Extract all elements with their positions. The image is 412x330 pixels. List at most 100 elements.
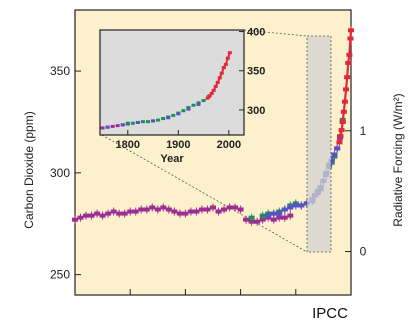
inset-point	[205, 96, 210, 100]
inset-point	[221, 66, 226, 70]
main-point	[204, 207, 211, 212]
main-point	[160, 205, 167, 210]
inset-point	[217, 76, 222, 80]
main-point	[348, 28, 354, 33]
main-y-tick-label: 250	[50, 268, 70, 282]
main-point	[182, 211, 189, 216]
main-point	[328, 158, 335, 163]
inset-point	[225, 56, 230, 60]
inset-x-tick-label: 1800	[116, 139, 140, 151]
main-point	[165, 207, 172, 212]
inset-point	[166, 116, 171, 120]
main-point	[138, 207, 145, 212]
main-point	[149, 205, 156, 210]
main-point	[281, 215, 288, 220]
main-point	[127, 209, 134, 214]
main-point	[339, 119, 346, 124]
main-point	[77, 215, 84, 220]
main-point	[331, 152, 338, 157]
inset-point	[125, 121, 130, 125]
main-point	[336, 140, 343, 145]
inset-point	[115, 124, 120, 128]
main-point	[83, 213, 90, 218]
zoom-region-box	[306, 35, 332, 253]
main-point	[221, 207, 228, 212]
main-point	[254, 219, 261, 224]
main-point	[341, 99, 348, 104]
main-point	[276, 211, 283, 216]
inset-point	[191, 103, 196, 107]
main-point	[281, 207, 288, 212]
inset-point	[105, 125, 110, 129]
main-point	[232, 205, 239, 210]
inset-y-tick-label: 400	[247, 27, 265, 39]
inset-point	[196, 102, 201, 106]
main-y-axis-title: Carbon Dioxide (ppm)	[22, 111, 36, 228]
inset-point	[176, 112, 181, 116]
inset-point	[215, 81, 220, 84]
inset-point	[186, 107, 191, 111]
inset-point	[100, 126, 105, 130]
main-point	[292, 203, 299, 208]
main-y2-tick-label: 0	[360, 245, 367, 259]
main-point	[344, 75, 351, 80]
main-point	[287, 213, 294, 218]
main-point	[248, 215, 255, 220]
main-point	[94, 211, 101, 216]
main-point	[259, 213, 266, 218]
main-point	[334, 146, 341, 151]
inset-x-tick-label: 2000	[217, 139, 241, 151]
inset-point	[130, 121, 135, 125]
inset-point	[213, 84, 218, 88]
inset-point	[110, 124, 115, 128]
inset-point	[135, 120, 140, 124]
inset-point	[207, 94, 212, 98]
inset-point	[211, 88, 216, 92]
main-point	[72, 217, 78, 222]
main-point	[237, 207, 244, 212]
main-point	[337, 134, 344, 139]
main-point	[248, 219, 255, 224]
main-point	[132, 209, 139, 214]
main-point	[298, 203, 305, 208]
inset-x-axis-title: Year	[160, 153, 184, 165]
inset-y-tick-label: 300	[247, 105, 265, 117]
main-point	[105, 211, 112, 216]
main-point	[215, 209, 222, 214]
main-y-tick-label: 300	[50, 166, 70, 180]
inset-point	[223, 62, 228, 66]
main-point	[143, 207, 150, 212]
main-point	[287, 205, 294, 210]
inset-point	[181, 109, 186, 113]
zoom-connector-bottom	[101, 134, 308, 253]
inset-point	[156, 118, 161, 122]
main-point	[99, 213, 106, 218]
main-point	[340, 109, 347, 114]
main-point	[116, 211, 123, 216]
main-point	[347, 36, 354, 41]
main-point	[176, 211, 183, 216]
main-point	[259, 217, 266, 222]
zoom-connector-top	[243, 29, 308, 37]
main-point	[193, 209, 200, 214]
inset-y-tick-label: 350	[247, 66, 265, 78]
inset-point	[186, 106, 191, 110]
main-point	[270, 217, 277, 222]
main-point	[210, 205, 216, 210]
main-ticks: 250 300 350 0 1	[50, 64, 367, 295]
main-y-tick-label: 350	[50, 64, 70, 78]
main-point	[343, 87, 350, 92]
source-label: IPCC	[312, 305, 348, 322]
inset-point	[196, 101, 201, 105]
inset-point	[140, 120, 145, 124]
main-y2-axis-title: Radiative Forcing (W/m²)	[391, 93, 405, 226]
inset-point	[120, 123, 125, 127]
main-point	[265, 213, 272, 218]
main-point	[345, 60, 352, 65]
inset-point	[146, 120, 150, 124]
inset-x-tick-label: 1900	[166, 139, 190, 151]
inset-point	[151, 119, 156, 123]
main-point	[110, 209, 117, 214]
main-point	[270, 211, 277, 216]
